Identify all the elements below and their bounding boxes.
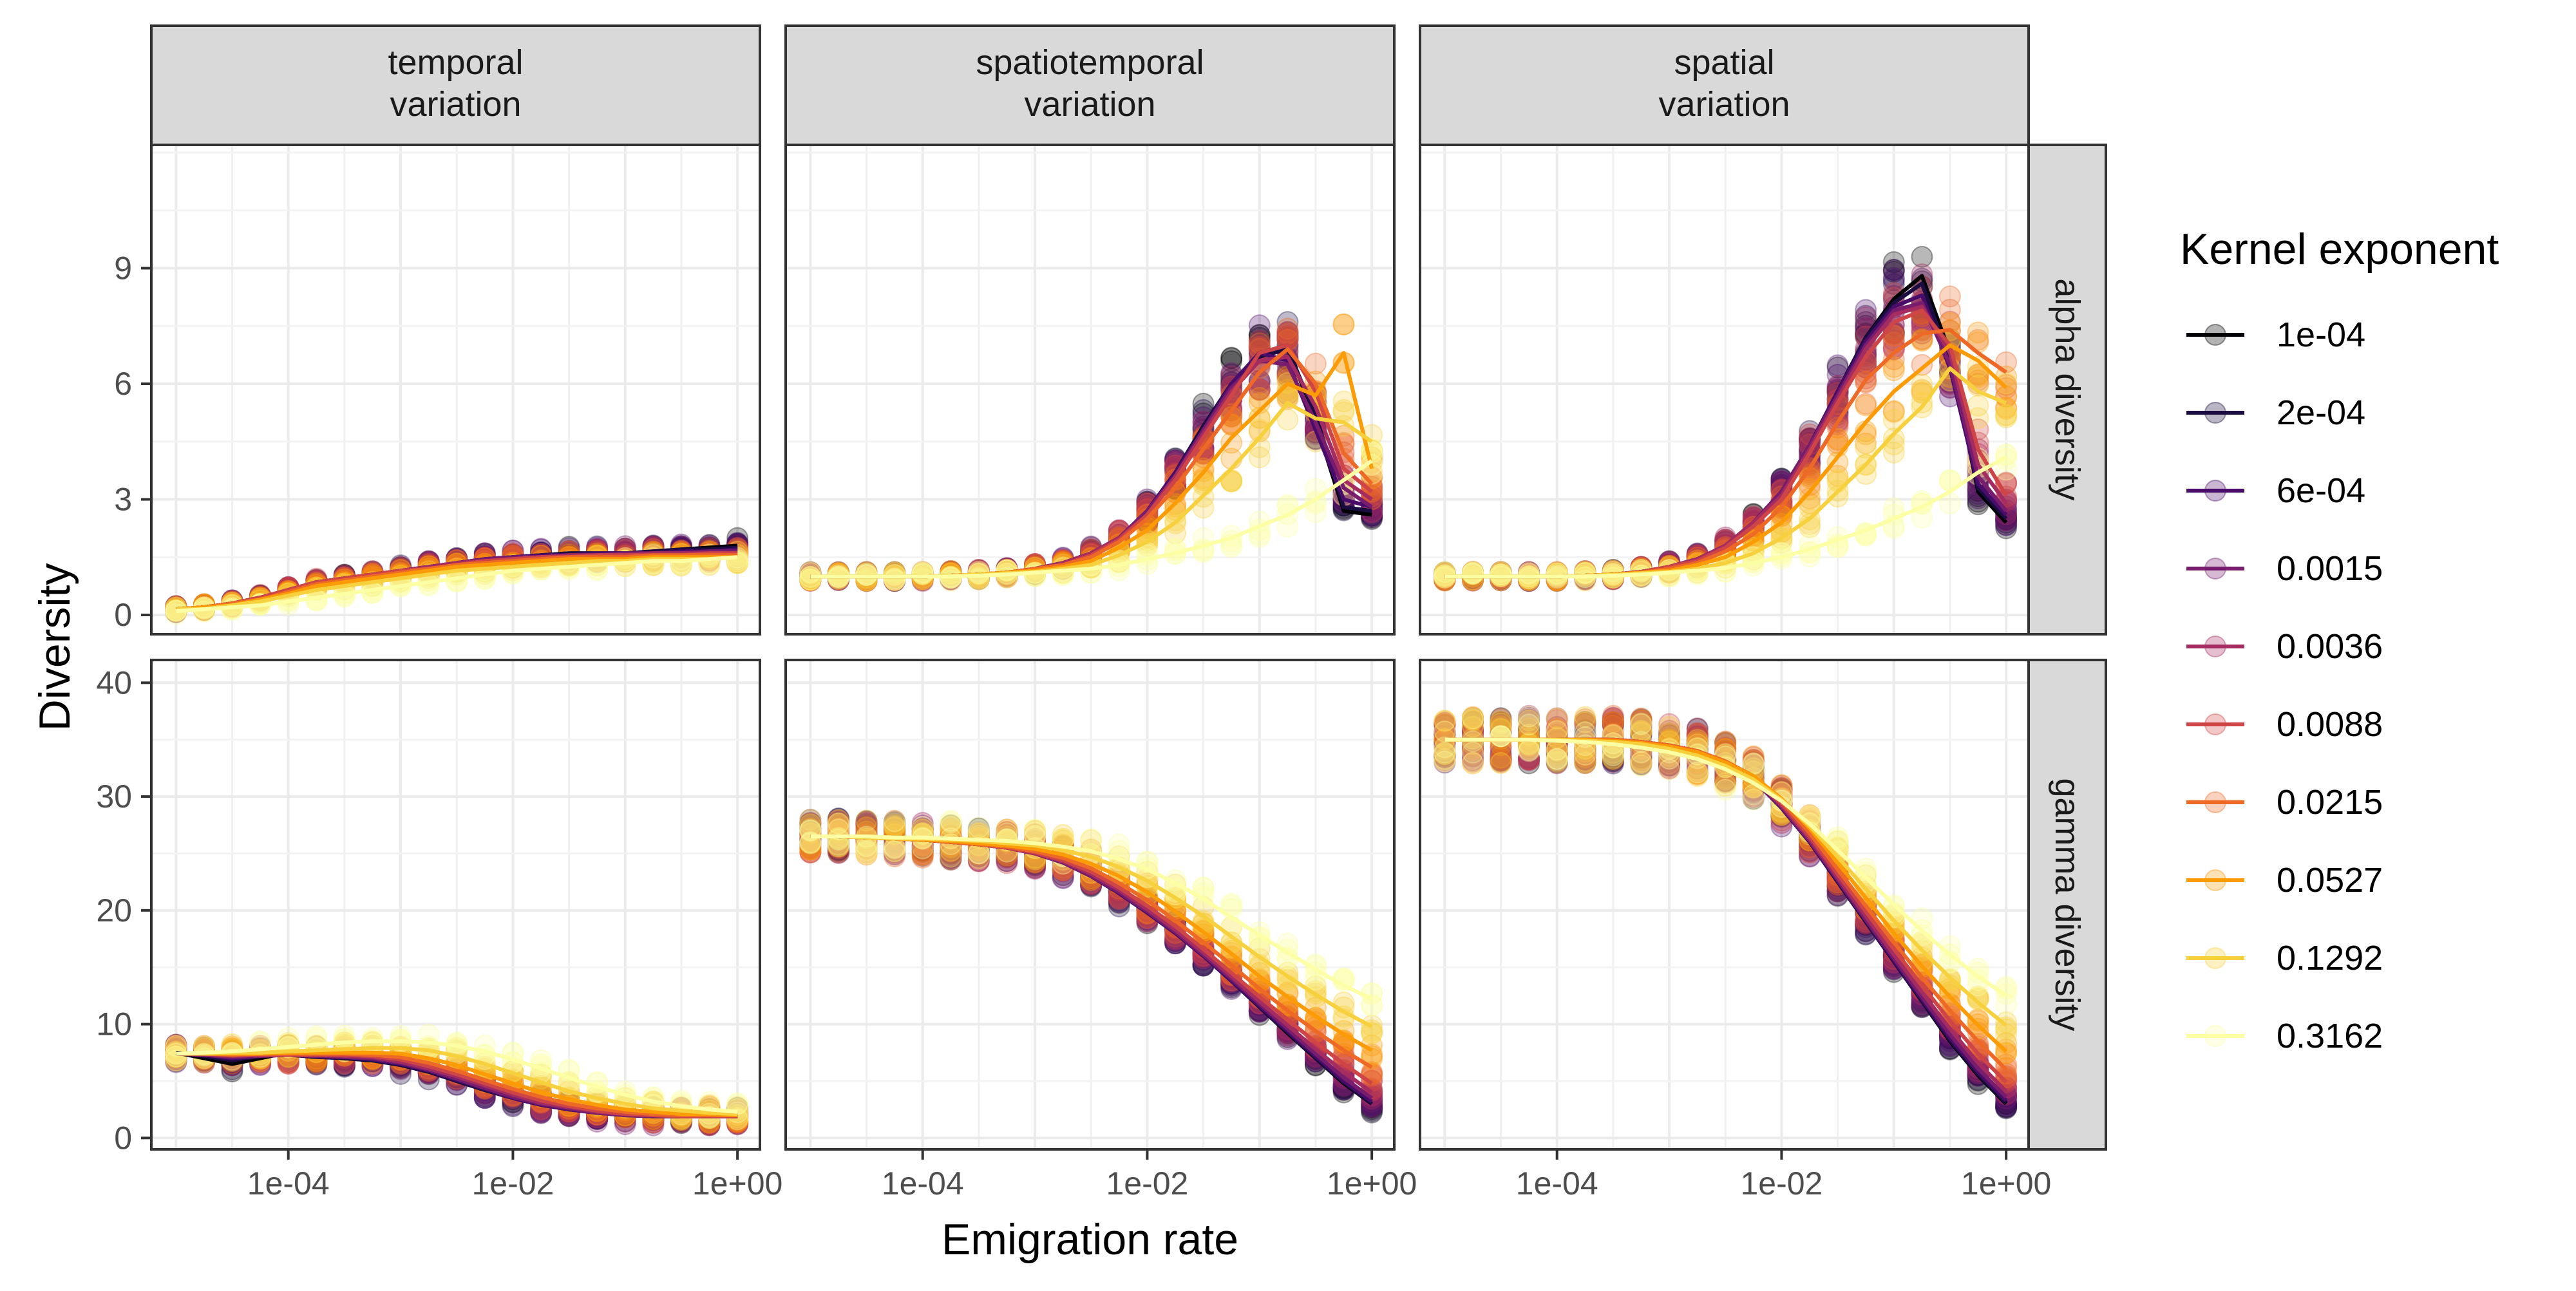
data-point — [1911, 374, 1932, 395]
data-point — [884, 811, 905, 832]
data-point — [1333, 314, 1354, 335]
panel-background — [786, 660, 1394, 1149]
data-point — [1333, 391, 1354, 412]
data-point — [1996, 407, 2016, 428]
data-point — [1221, 916, 1242, 937]
data-point — [1967, 322, 1988, 343]
data-point — [1277, 318, 1298, 339]
data-point — [1249, 447, 1270, 467]
data-point — [334, 587, 355, 607]
data-point — [166, 1046, 186, 1067]
data-point — [884, 570, 905, 590]
data-point — [1996, 373, 2016, 394]
data-point — [1519, 563, 1539, 583]
data-point — [856, 840, 876, 860]
data-point — [1884, 360, 1904, 381]
data-point — [800, 561, 820, 582]
data-point — [1603, 567, 1624, 588]
data-point — [1828, 355, 1848, 375]
data-point — [1463, 563, 1483, 583]
data-point — [884, 842, 905, 862]
data-point — [913, 562, 933, 583]
data-point — [940, 812, 961, 833]
data-point — [362, 1028, 383, 1048]
